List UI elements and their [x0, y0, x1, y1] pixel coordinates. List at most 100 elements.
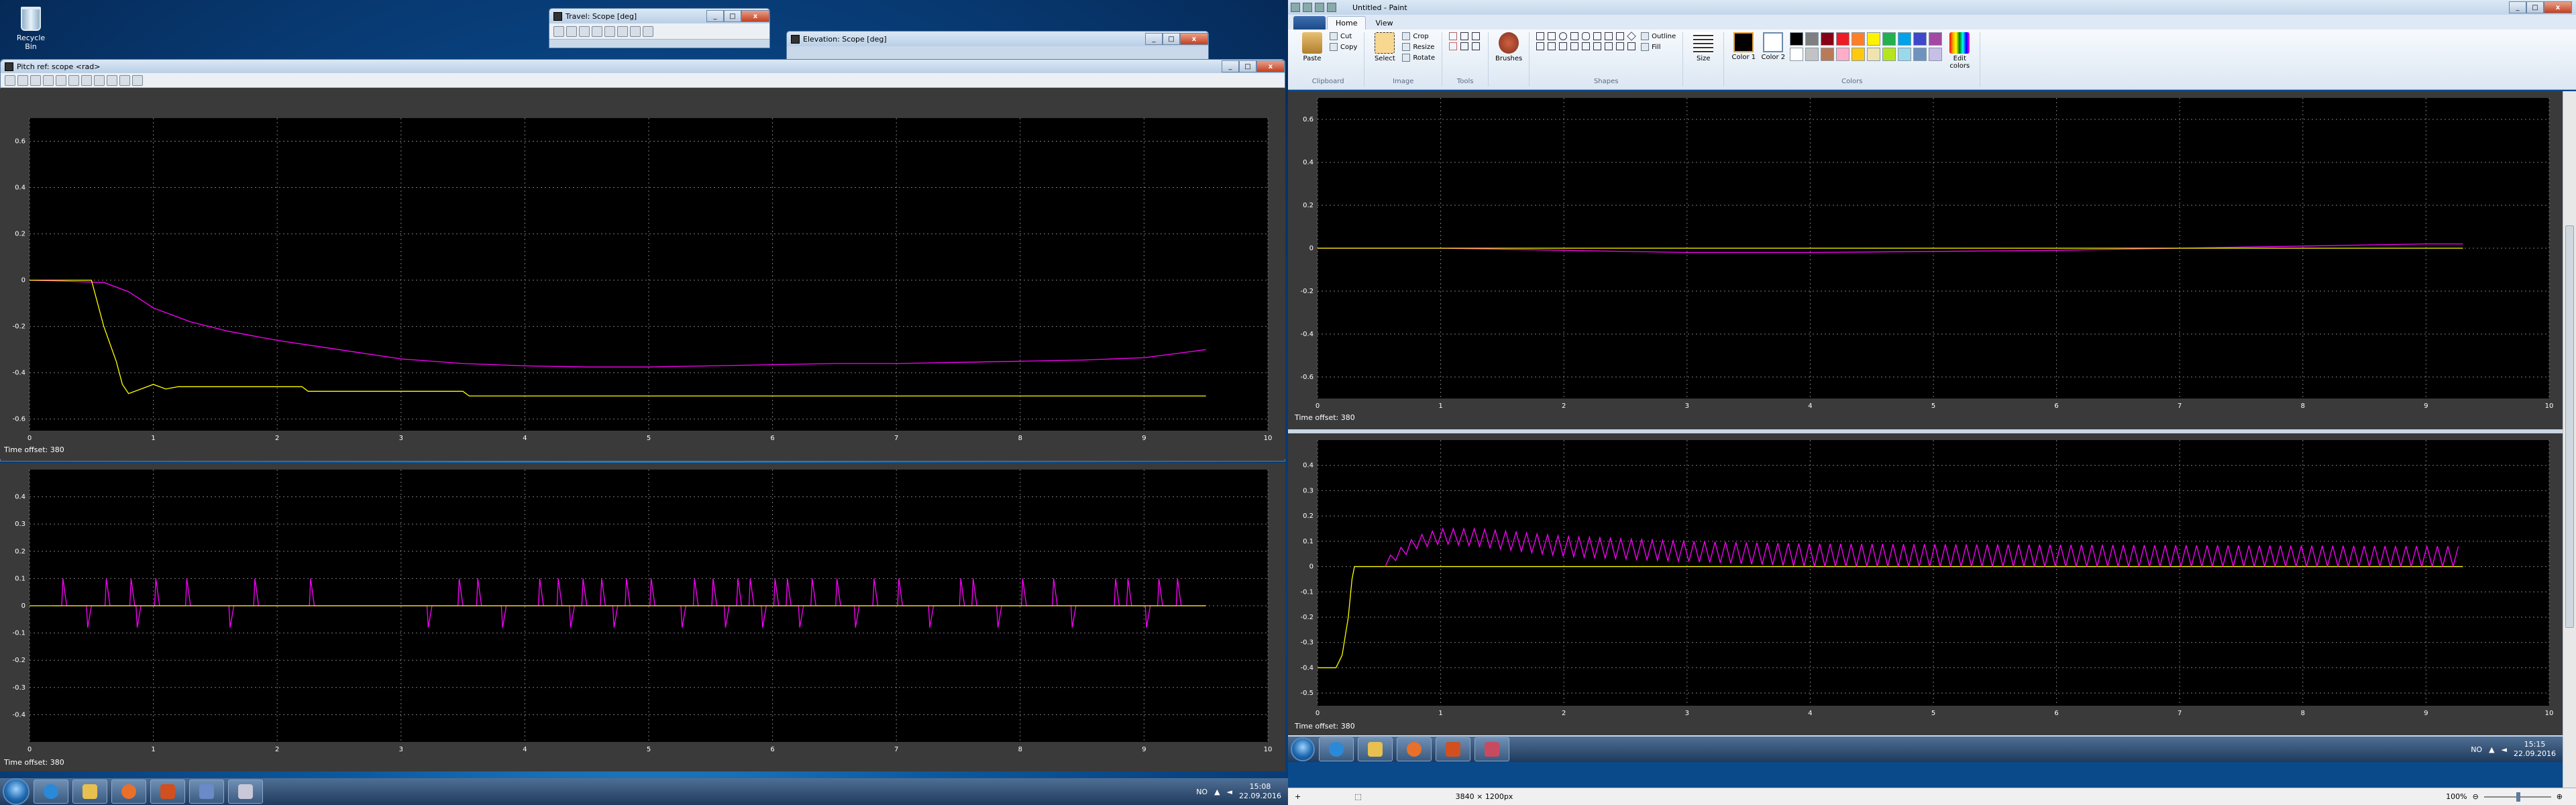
lock-axes-icon[interactable] [119, 74, 130, 86]
clock[interactable]: 15:08 22.09.2016 [1239, 782, 1281, 801]
file-menu-button[interactable] [1293, 16, 1326, 30]
down-arrow-icon[interactable] [1593, 42, 1602, 50]
polygon-icon[interactable] [1593, 32, 1602, 40]
curve-icon[interactable] [1548, 32, 1556, 40]
restore-axes-icon[interactable] [94, 74, 105, 86]
zoom-icon[interactable] [579, 25, 590, 37]
recycle-bin-shortcut[interactable]: Recycle Bin [11, 7, 51, 51]
embedded-matlab-button[interactable] [1436, 737, 1470, 761]
scrollbar-thumb[interactable] [2565, 225, 2574, 628]
maximize-button[interactable]: □ [724, 10, 741, 22]
palette-swatch[interactable] [1851, 48, 1866, 61]
undo-icon[interactable] [1315, 3, 1324, 12]
paint-window[interactable]: Untitled - Paint _ □ x Home View Paste C… [1288, 0, 2576, 805]
hexagon-icon[interactable] [1548, 42, 1556, 50]
fill-button[interactable]: Fill [1641, 43, 1676, 51]
params-icon[interactable] [566, 25, 577, 37]
palette-swatch[interactable] [1821, 32, 1835, 46]
print-icon[interactable] [5, 74, 15, 86]
minimize-button[interactable]: _ [706, 10, 724, 22]
palette-swatch[interactable] [1898, 32, 1912, 46]
outline-button[interactable]: Outline [1641, 32, 1676, 40]
zoom-out-button[interactable]: ⊖ [2472, 792, 2479, 801]
zoom-icon[interactable] [30, 74, 41, 86]
palette-swatch[interactable] [1913, 48, 1927, 61]
zoom-in-button[interactable]: ⊕ [2556, 792, 2563, 801]
minimize-button[interactable]: _ [2509, 1, 2526, 13]
travel-scope-window[interactable]: Travel: Scope [deg] _ □ x [549, 8, 770, 48]
palette-swatch[interactable] [1913, 32, 1927, 46]
travel-title-bar[interactable]: Travel: Scope [deg] _ □ x [549, 9, 769, 23]
five-point-star-icon[interactable] [1616, 42, 1625, 50]
zoom-slider[interactable] [2483, 792, 2551, 802]
tab-view[interactable]: View [1375, 19, 1393, 28]
taskbar-simulink-button[interactable] [189, 780, 224, 804]
embedded-chrome-button[interactable] [1397, 737, 1432, 761]
palette-swatch[interactable] [1867, 32, 1881, 46]
palette-swatch[interactable] [1882, 48, 1896, 61]
palette-swatch[interactable] [1882, 32, 1896, 46]
triangle-icon[interactable] [1605, 32, 1613, 40]
save-icon[interactable] [1303, 3, 1312, 12]
line-icon[interactable] [1536, 32, 1545, 40]
six-point-star-icon[interactable] [1627, 42, 1636, 50]
paint-title-bar[interactable]: Untitled - Paint _ □ x [1288, 0, 2576, 15]
zoom-y-icon[interactable] [604, 25, 615, 37]
palette-swatch[interactable] [1790, 48, 1804, 61]
crop-button[interactable]: Crop [1402, 32, 1435, 40]
elevation-title-bar[interactable]: Elevation: Scope [deg] _ □ x [787, 32, 1208, 46]
magnifier-icon[interactable] [1472, 42, 1481, 50]
select-button[interactable]: Select [1371, 32, 1398, 62]
edit-colors-button[interactable]: Edit colors [1946, 32, 1973, 70]
size-button[interactable]: Size [1690, 32, 1717, 62]
network-icon[interactable]: ▲ [1214, 787, 1220, 796]
redo-icon[interactable] [1327, 3, 1336, 12]
copy-button[interactable]: Copy [1330, 43, 1357, 51]
restore-axes-icon[interactable] [643, 25, 653, 37]
color1-selector[interactable]: Color 1 [1731, 32, 1756, 61]
paint-app-icon[interactable] [1291, 3, 1300, 12]
maximize-button[interactable]: □ [2526, 1, 2544, 13]
palette-swatch[interactable] [1821, 48, 1835, 61]
palette-swatch[interactable] [1851, 32, 1866, 46]
minimize-button[interactable]: _ [1145, 33, 1163, 45]
floating-scope-icon[interactable] [107, 74, 117, 86]
embedded-simulink-button[interactable] [1474, 737, 1509, 761]
taskbar-ie-button[interactable] [34, 780, 68, 804]
right-arrow-icon[interactable] [1559, 42, 1568, 50]
palette-swatch[interactable] [1805, 32, 1819, 46]
palette-swatch[interactable] [1836, 32, 1850, 46]
rotate-button[interactable]: Rotate [1402, 54, 1435, 62]
oval-icon[interactable] [1559, 32, 1568, 40]
elevation-scope-window[interactable]: Elevation: Scope [deg] _ □ x [786, 31, 1209, 64]
fill-icon[interactable] [1460, 32, 1469, 40]
maximize-button[interactable]: □ [1239, 60, 1256, 72]
palette-swatch[interactable] [1929, 48, 1943, 61]
rectangle-icon[interactable] [1570, 32, 1579, 40]
maximize-button[interactable]: □ [1163, 33, 1180, 45]
four-point-star-icon[interactable] [1605, 42, 1613, 50]
paint-canvas-area[interactable]: 0 1 2 3 4 5 6 7 8 9 10 0.6 0.4 0.2 0 -0.2 -0.4 -0.6 Time … [1288, 91, 2563, 762]
cut-button[interactable]: Cut [1330, 32, 1357, 40]
color2-selector[interactable]: Color 2 [1760, 32, 1786, 61]
zoom-slider-thumb[interactable] [2516, 792, 2520, 802]
signal-selection-icon[interactable] [132, 74, 143, 86]
embedded-explorer-button[interactable] [1358, 737, 1393, 761]
save-axes-icon[interactable] [630, 25, 641, 37]
paste-button[interactable]: Paste [1299, 32, 1326, 62]
minimize-button[interactable]: _ [1222, 60, 1239, 72]
print-icon[interactable] [553, 25, 564, 37]
eraser-icon[interactable] [1449, 42, 1458, 50]
embedded-start-button[interactable] [1291, 737, 1315, 761]
palette-swatch[interactable] [1790, 32, 1804, 46]
text-icon[interactable] [1472, 32, 1481, 40]
palette-swatch[interactable] [1805, 48, 1819, 61]
taskbar-paint-button[interactable] [228, 780, 263, 804]
tab-home[interactable]: Home [1327, 16, 1366, 30]
close-button[interactable]: x [1256, 60, 1285, 72]
autoscale-icon[interactable] [68, 74, 79, 86]
taskbar-matlab-button[interactable] [150, 780, 185, 804]
rounded-rectangle-icon[interactable] [1582, 32, 1591, 40]
palette-swatch[interactable] [1867, 48, 1881, 61]
close-button[interactable]: x [2544, 1, 2572, 13]
